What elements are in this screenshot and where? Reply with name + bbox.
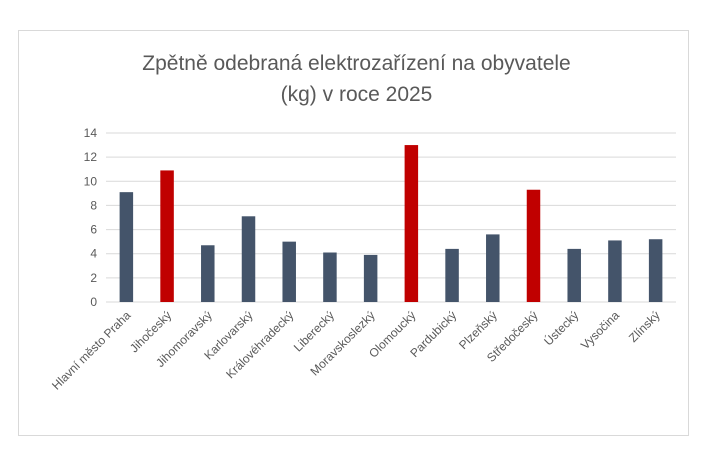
bar-6: [363, 254, 378, 302]
chart-title: Zpětně odebraná elektrozařízení na obyva…: [0, 48, 713, 110]
bar-8: [445, 248, 459, 302]
bars: [119, 145, 663, 302]
y-tick-label: 4: [90, 247, 97, 261]
y-tick-label: 0: [90, 295, 97, 309]
bar-4: [282, 241, 296, 302]
bar-0: [119, 192, 134, 302]
y-tick-label: 6: [90, 223, 97, 237]
y-tick-label: 8: [90, 198, 97, 212]
x-tick-label: Zlínský: [626, 308, 663, 345]
x-axis-labels: Hlavní město PrahaJihočeskýJihomoravskýK…: [49, 308, 663, 393]
x-tick-label: Vysočina: [578, 308, 622, 352]
bar-5: [323, 252, 337, 302]
x-tick-label: Hlavní město Praha: [49, 308, 134, 393]
bar-2: [201, 245, 215, 302]
chart-title-line-2: (kg) v roce 2025: [280, 83, 433, 106]
y-tick-label: 2: [90, 271, 97, 285]
x-tick-label: Ústecký: [541, 308, 582, 349]
bar-3: [241, 216, 256, 302]
bar-13: [648, 239, 663, 302]
chart-title-line-1: Zpětně odebraná elektrozařízení na obyva…: [142, 52, 571, 75]
y-tick-label: 10: [84, 174, 98, 188]
bar-12: [608, 240, 622, 302]
bar-7: [404, 145, 419, 302]
y-tick-label: 14: [84, 126, 98, 140]
bar-1: [160, 170, 174, 302]
y-tick-label: 12: [84, 150, 98, 164]
bar-9: [486, 234, 500, 302]
bar-10: [526, 189, 541, 302]
bar-11: [567, 248, 581, 302]
gridlines: [106, 132, 676, 303]
y-axis-ticks: 0 2 4 6 8 10 12 14: [84, 126, 98, 309]
